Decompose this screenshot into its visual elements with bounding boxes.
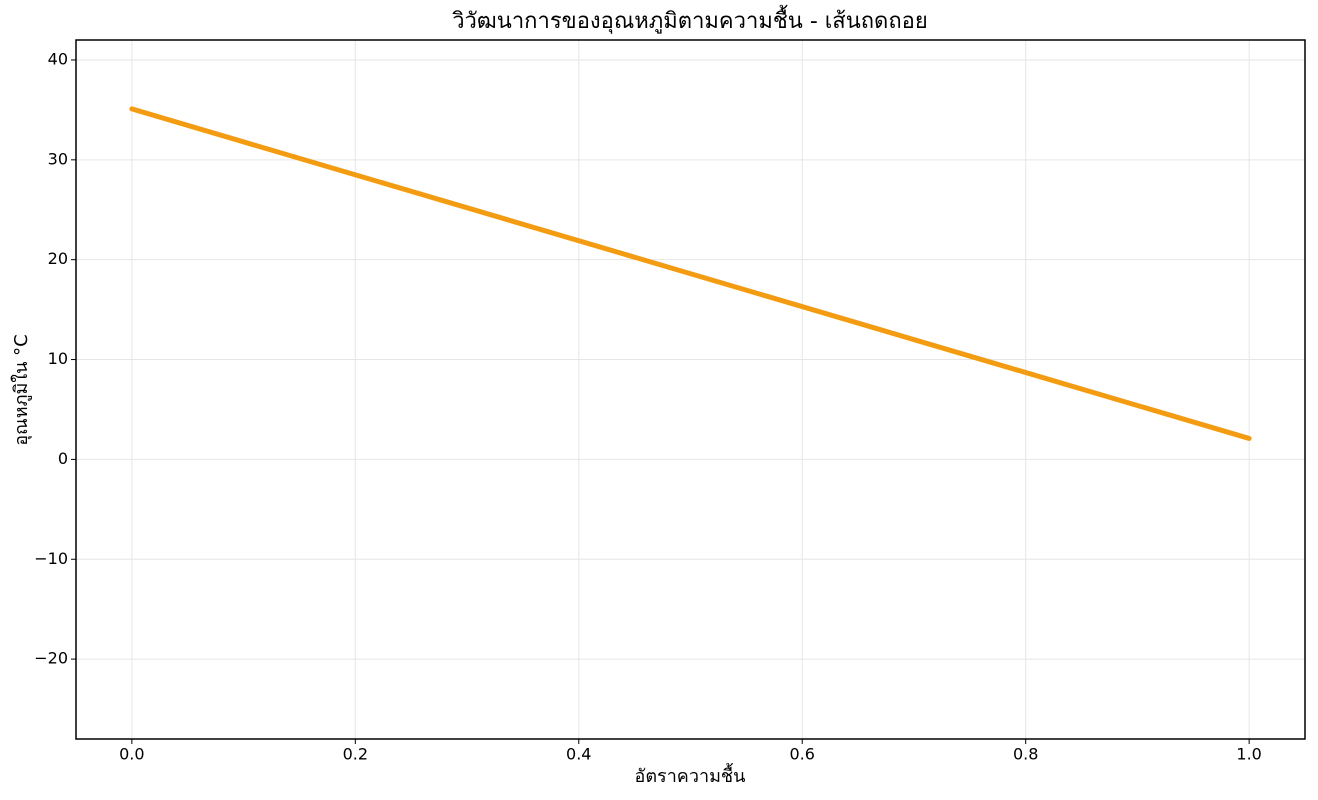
y-tick-label: 40 (48, 49, 68, 68)
x-tick-label: 0.0 (119, 745, 144, 764)
x-tick-label: 0.2 (343, 745, 368, 764)
y-tick-label: 20 (48, 249, 68, 268)
line (129, 106, 1252, 441)
chart-title: วิวัฒนาการของอุณหภูมิตามความชื้น - เส้นถ… (452, 5, 928, 34)
plot-frame (75, 39, 1306, 740)
y-tick-label: 0 (58, 449, 68, 468)
x-tick-label: 1.0 (1236, 745, 1261, 764)
x-tick-label: 0.4 (566, 745, 591, 764)
x-axis-label: อัตราความชื้น (635, 763, 746, 787)
y-tick-label: −10 (34, 549, 68, 568)
x-tick-label: 0.6 (790, 745, 815, 764)
y-tick-label: −20 (34, 649, 68, 668)
y-tick-label: 30 (48, 149, 68, 168)
y-tick-label: 10 (48, 349, 68, 368)
x-tick-label: 0.8 (1013, 745, 1038, 764)
y-axis-label: อุณหภูมิใน °C (10, 334, 32, 446)
